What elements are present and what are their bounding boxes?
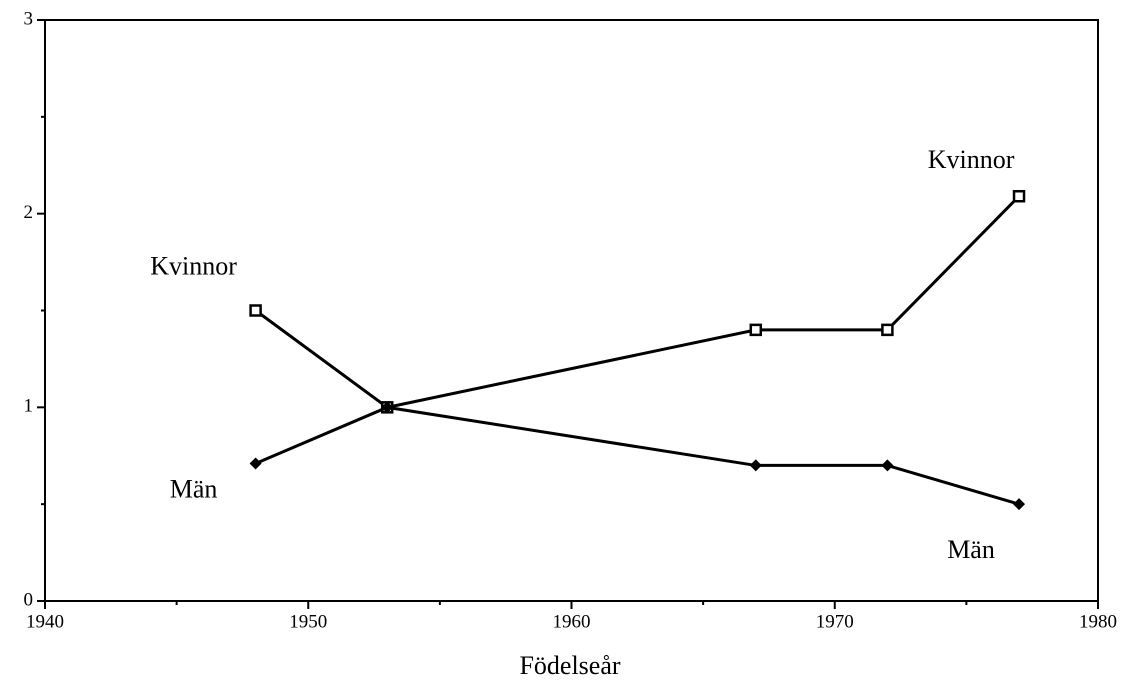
y-tick-label: 2 [24,202,34,223]
series-label: Män [170,474,218,503]
y-tick-label: 3 [24,8,34,29]
series-line [255,405,1020,506]
marker [1013,498,1026,511]
marker [881,323,894,337]
x-tick-label: 1980 [1079,611,1117,632]
marker [381,401,394,414]
x-tick-label: 1950 [289,611,327,632]
x-tick-label: 1940 [26,611,64,632]
y-tick-label: 1 [24,396,34,417]
marker [881,459,894,472]
plot-frame [44,19,1099,602]
series-label: Män [947,535,995,564]
y-tick-label: 0 [24,589,34,610]
series-label: Kvinnor [150,251,237,280]
x-tick-label: 1970 [816,611,854,632]
marker [749,459,762,472]
x-tick-label: 1960 [553,611,591,632]
marker [1012,189,1026,203]
marker [249,304,262,317]
marker [749,323,763,337]
x-axis-label: Födelseår [519,651,620,680]
marker [249,457,262,470]
series-label: Kvinnor [928,145,1015,174]
series-line [254,195,1021,409]
